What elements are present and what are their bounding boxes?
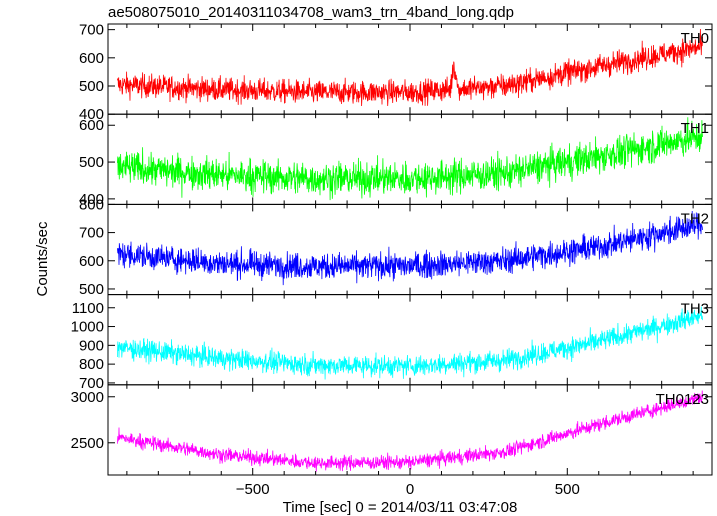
x-axis-label: Time [sec] 0 = 2014/03/11 03:47:08 [283, 499, 518, 516]
y-tick-label: 400 [79, 106, 104, 123]
y-tick-label: 800 [79, 196, 104, 213]
y-tick-label: 600 [79, 117, 104, 134]
x-tick-label: 500 [555, 481, 580, 498]
y-tick-label: 2500 [71, 435, 104, 452]
y-tick-label: 800 [79, 356, 104, 373]
panel-th0123: 2500 3000 TH0123 [71, 384, 713, 476]
panel-label: TH1 [681, 120, 709, 137]
x-tick-label: −500 [236, 481, 270, 498]
x-tick-label: 0 [406, 481, 414, 498]
series-line-th0123 [117, 390, 703, 472]
y-tick-label: 500 [79, 281, 104, 298]
y-tick-label: 1000 [71, 319, 104, 336]
y-tick-label: 3000 [71, 389, 104, 406]
y-tick-label: 500 [79, 78, 104, 95]
panel-label: TH3 [681, 301, 709, 318]
panel-th1: 400 500 600 TH1 [79, 113, 713, 208]
panel-label: TH0 [681, 30, 709, 47]
y-tick-label: 1100 [72, 300, 104, 317]
series-line-th3 [117, 306, 703, 380]
panel-th0: 400 500 600 700 TH0 [79, 22, 713, 123]
y-tick-label: 600 [79, 50, 104, 67]
y-tick-label: 700 [79, 225, 104, 242]
panel-frame [107, 23, 713, 115]
y-tick-label: 400 [79, 191, 104, 208]
panel-label: TH2 [681, 210, 709, 227]
panel-label: TH0123 [656, 391, 709, 408]
chart-title: ae508075010_20140311034708_wam3_trn_4ban… [108, 4, 514, 21]
y-tick-label: 900 [79, 337, 104, 354]
y-tick-label: 600 [79, 253, 104, 270]
panel-th2: 500 600 700 800 TH2 [79, 196, 713, 298]
y-axis-label: Counts/sec [34, 221, 51, 297]
series-line-th2 [117, 210, 703, 286]
series-line-th1 [117, 117, 703, 201]
series-line-th0 [117, 28, 703, 107]
y-tick-label: 700 [79, 375, 104, 392]
y-tick-label: 700 [79, 22, 104, 39]
y-tick-label: 500 [79, 154, 104, 171]
